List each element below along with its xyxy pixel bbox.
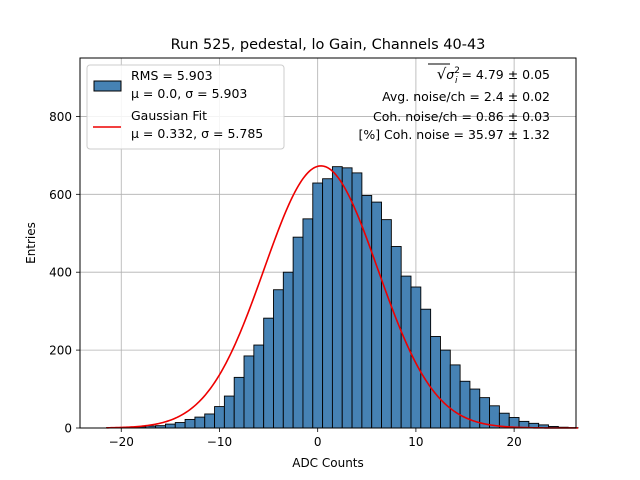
legend-hist-separator: , [177, 86, 185, 101]
x-tick-label: 10 [408, 435, 423, 449]
annotation-line1-value: = 4.79 ± 0.05 [457, 67, 550, 82]
histogram-bar [282, 271, 294, 429]
histogram-bar [243, 355, 255, 429]
histogram-bar [273, 289, 284, 429]
sigma-superscript: 2 [454, 66, 460, 76]
histogram-bar [194, 416, 206, 429]
histogram-bar [341, 167, 353, 429]
histogram-bar [371, 201, 382, 429]
legend-box [86, 64, 285, 150]
x-tick-label: −10 [207, 435, 232, 449]
histogram-bar [214, 406, 225, 429]
histogram-bar [164, 423, 176, 429]
histogram-bar [459, 380, 471, 429]
gaussian-fit-line [106, 165, 578, 429]
gaussian-fit-curve [106, 165, 578, 429]
noise-annotations: √σ2 i = 4.79 ± 0.05 Avg. noise/ch = 2.4 ±… [358, 63, 550, 142]
legend-histogram-swatch [93, 80, 122, 92]
sqrt-symbol: √ [437, 65, 447, 83]
y-tick-label: 600 [49, 188, 72, 202]
y-tick-label: 400 [49, 266, 72, 280]
histogram-bar [174, 422, 186, 429]
annotation-avg-noise: Avg. noise/ch = 2.4 ± 0.02 [382, 89, 550, 104]
legend-fit-sigma: 5.785 [227, 126, 263, 141]
histogram-bar [420, 308, 432, 429]
sigma-symbol: σ [446, 67, 455, 82]
legend-fit-mu: 0.332 [157, 126, 193, 141]
legend-hist-sigma: 5.903 [212, 86, 248, 101]
histogram-bar [351, 172, 363, 429]
histogram-bar [233, 376, 245, 429]
histogram-bar [390, 246, 402, 429]
histogram-bar [292, 236, 304, 429]
y-tick-label: 800 [49, 110, 72, 124]
histogram-bar [312, 182, 324, 429]
legend-fit-label: Gaussian Fit [131, 108, 207, 123]
histogram-bar [253, 344, 265, 429]
legend-fit-params: μ = 0.332, σ = 5.785 [131, 126, 263, 141]
histogram-bar [331, 166, 343, 429]
x-axis-ticks: −20 −10 0 10 20 [109, 428, 522, 449]
annotation-coh-noise: Coh. noise/ch = 0.86 ± 0.03 [373, 109, 550, 124]
x-tick-label: 20 [506, 435, 521, 449]
x-axis-label: ADC Counts [292, 456, 364, 470]
y-tick-label: 0 [64, 422, 72, 436]
histogram-bar [184, 418, 196, 429]
histogram-bar [204, 413, 216, 429]
x-tick-label: 0 [314, 435, 322, 449]
histogram-bar [302, 218, 314, 429]
histogram-bar [440, 349, 451, 429]
legend-fit-sigma-prefix: σ = [201, 126, 227, 141]
histogram-bar [381, 219, 392, 429]
histogram-bar [223, 395, 235, 429]
legend-hist-mu-prefix: μ = [131, 86, 157, 101]
y-tick-label: 200 [49, 344, 72, 358]
legend-hist-params: μ = 0.0, σ = 5.903 [131, 86, 247, 101]
legend-rms-label: RMS = 5.903 [131, 68, 213, 83]
histogram-bars [106, 166, 579, 429]
annotation-sqrt-sigma: √σ2 i = 4.79 ± 0.05 [437, 65, 550, 86]
histogram-bar [263, 317, 274, 429]
histogram-bar [449, 364, 461, 429]
legend: RMS = 5.903 μ = 0.0, σ = 5.903 Gaussian … [86, 64, 285, 150]
histogram-bar [322, 178, 333, 429]
y-axis-label: Entries [24, 222, 38, 264]
sigma-subscript: i [455, 76, 458, 86]
x-tick-label: −20 [109, 435, 134, 449]
histogram-bar [430, 336, 441, 429]
chart-title: Run 525, pedestal, lo Gain, Channels 40-… [171, 37, 486, 53]
plot-frame [79, 57, 577, 429]
legend-hist-mu: 0.0 [157, 86, 177, 101]
legend-fit-mu-prefix: μ = [131, 126, 157, 141]
legend-fit-separator: , [193, 126, 201, 141]
legend-hist-sigma-prefix: σ = [185, 86, 211, 101]
annotation-coh-noise-percent: [%] Coh. noise = 35.97 ± 1.32 [358, 127, 550, 142]
y-axis-ticks: 0 200 400 600 800 [49, 110, 80, 436]
